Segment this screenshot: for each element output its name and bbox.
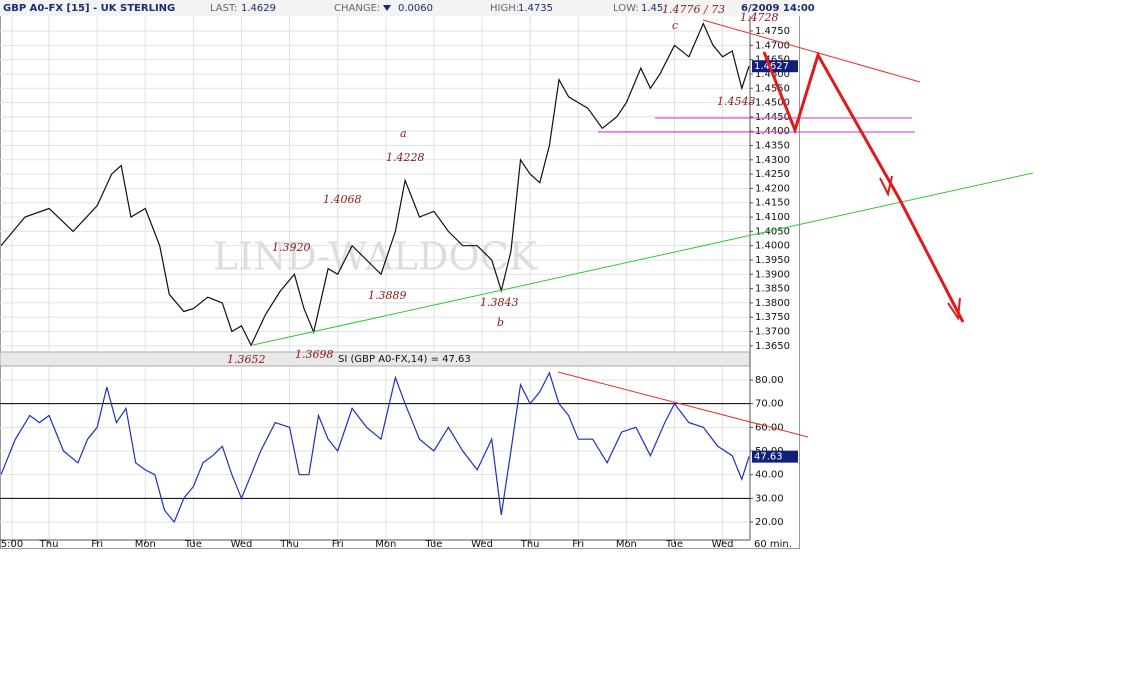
symbol: GBP A0-FX [15] - UK STERLING <box>3 3 175 14</box>
x-tick-label: Thu <box>39 539 59 550</box>
wave-annotation: 1.3889 <box>368 289 407 302</box>
plot: 5:00 Thu Fri Mon Tue Wed Thu Fri Mon Tue Wed Thu Fri… <box>0 3 798 550</box>
watermark: LIND-WALDOCK <box>213 235 538 279</box>
wave-annotation: 1.4228 <box>386 151 425 164</box>
y-tick-label: 1.3850 <box>755 284 790 295</box>
x-tick-label: Thu <box>520 539 540 550</box>
y-tick-label: 1.4000 <box>755 241 790 252</box>
label: CHANGE: <box>334 3 380 14</box>
arrowhead <box>879 175 893 197</box>
label: HIGH: <box>490 3 519 14</box>
wave-annotation: 1.3920 <box>272 241 311 254</box>
x-tick-label: Wed <box>712 539 734 550</box>
trendline <box>252 172 1034 346</box>
y-tick-label: 60.00 <box>755 422 784 433</box>
x-tick-label: Wed <box>231 539 253 550</box>
x-tick-label: Fri <box>572 539 584 550</box>
x-tick-label: Mon <box>135 539 156 550</box>
current-value-label: 1.4627 <box>754 61 789 72</box>
value: 1.45 <box>641 3 663 14</box>
y-tick-label: 1.3750 <box>755 312 790 323</box>
x-tick-label: Tue <box>665 539 683 550</box>
x-tick-label: Fri <box>91 539 103 550</box>
y-tick-label: 1.4450 <box>755 112 790 123</box>
current-value-box <box>752 450 798 463</box>
x-tick-label: Mon <box>616 539 637 550</box>
y-tick-label: 70.00 <box>755 399 784 410</box>
forecast-arrow <box>762 51 965 323</box>
value: 0.0060 <box>398 3 433 14</box>
y-tick-label: 1.4750 <box>755 26 790 37</box>
x-tick-label: Mon <box>375 539 396 550</box>
y-tick-label: 1.3700 <box>755 327 790 338</box>
interval-label: 60 min. <box>754 539 792 550</box>
y-tick-label: 1.3800 <box>755 298 790 309</box>
y-tick-label: 1.3650 <box>755 341 790 352</box>
wave-annotation: 1.4543 <box>717 95 756 108</box>
series-line <box>0 371 750 524</box>
y-tick-label: 1.4200 <box>755 183 790 194</box>
x-tick-label: Tue <box>424 539 442 550</box>
trendline <box>557 371 809 438</box>
x-tick-label: Wed <box>471 539 493 550</box>
x-tick-label: 5:00 <box>1 539 23 550</box>
y-tick-label: 80.00 <box>755 375 784 386</box>
label: LOW: <box>613 3 639 14</box>
wave-annotation: b <box>497 316 504 329</box>
x-tick-label: Thu <box>279 539 299 550</box>
y-tick-label: 20.00 <box>755 517 784 528</box>
y-tick-label: 1.4050 <box>755 226 790 237</box>
y-tick-label: 1.4350 <box>755 140 790 151</box>
wave-annotation: a <box>400 127 407 140</box>
x-tick-label: Tue <box>184 539 202 550</box>
y-tick-label: 40.00 <box>755 470 784 481</box>
y-tick-label: 1.4300 <box>755 155 790 166</box>
y-tick-label: 1.3900 <box>755 269 790 280</box>
label: LAST: <box>210 3 237 14</box>
y-tick-label: 1.3950 <box>755 255 790 266</box>
wave-annotation: 1.3843 <box>480 296 519 309</box>
trendline <box>702 19 921 83</box>
y-tick-label: 1.4650 <box>755 55 790 66</box>
wave-annotation: 1.3652 <box>227 353 266 366</box>
wave-annotation: c <box>672 19 678 32</box>
grid <box>0 16 750 540</box>
date: 6/2009 14:00 <box>741 3 815 14</box>
y-tick-label: 1.4250 <box>755 169 790 180</box>
current-value-label: 47.63 <box>754 452 783 463</box>
indicator-title: SI (GBP A0-FX,14) = 47.63 <box>338 354 471 365</box>
y-tick-label: 1.4500 <box>755 98 790 109</box>
wave-annotation: 1.4776 / 73 <box>662 3 725 16</box>
x-tick-label: Fri <box>332 539 344 550</box>
value: 1.4735 <box>518 3 553 14</box>
header-bar <box>0 0 800 16</box>
down-arrow <box>383 5 391 11</box>
wave-annotation: 1.4068 <box>323 193 362 206</box>
series-line <box>0 22 750 347</box>
y-tick-label: 1.4700 <box>755 40 790 51</box>
arrowhead <box>947 297 961 321</box>
wave-annotation: 1.3698 <box>295 348 334 361</box>
y-tick-label: 1.4150 <box>755 198 790 209</box>
y-tick-label: 30.00 <box>755 493 784 504</box>
wave-annotation: 1.4728 <box>740 11 779 24</box>
y-tick-label: 1.4100 <box>755 212 790 223</box>
value: 1.4629 <box>241 3 276 14</box>
current-value-box <box>752 60 798 73</box>
y-tick-label: 1.4550 <box>755 83 790 94</box>
